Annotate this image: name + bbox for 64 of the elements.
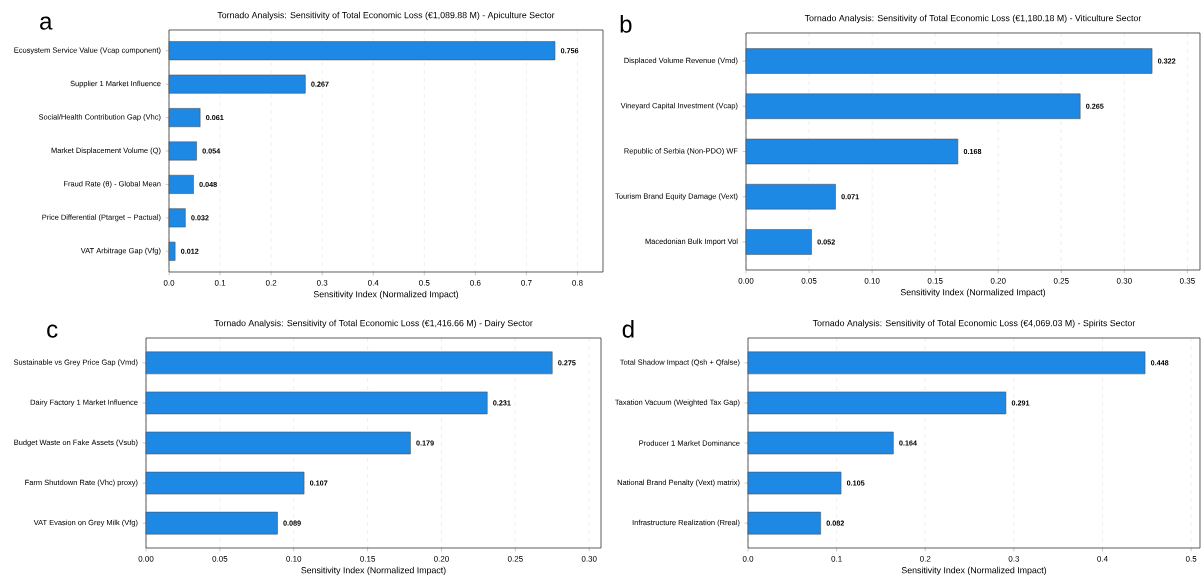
x-tick-label: 0.05 xyxy=(212,556,228,562)
bar xyxy=(747,431,894,455)
x-tick-label: 0.2 xyxy=(265,280,277,286)
x-tick-label: 0.35 xyxy=(1179,278,1195,284)
x-tick-label: 0.5 xyxy=(1185,556,1197,562)
x-tick-label: 0.6 xyxy=(470,280,481,286)
bar xyxy=(168,74,306,94)
x-tick-label: 0.7 xyxy=(521,280,532,286)
bar xyxy=(745,48,1153,74)
chart-title: Tornado Analysis: Sensitivity of Total Economic Loss (€1,180.18 M) - Viticulture Sector xyxy=(804,14,1142,23)
bar xyxy=(168,41,556,61)
chart-title: Tornado Analysis: Sensitivity of Total Economic Loss (€1,089.88 M) - Apiculture Sector xyxy=(217,11,555,20)
bar xyxy=(145,471,305,495)
bar xyxy=(745,138,959,165)
x-tick-label: 0.2 xyxy=(920,556,931,562)
bar xyxy=(145,431,411,455)
x-tick-label: 0.00 xyxy=(138,556,154,562)
x-tick-label: 0.5 xyxy=(419,280,430,286)
x-tick-label: 0.25 xyxy=(507,556,523,562)
x-tick-label: 0.3 xyxy=(316,280,328,286)
bar xyxy=(168,208,186,228)
x-tick-label: 0.30 xyxy=(581,556,597,562)
x-tick-label: 0.4 xyxy=(367,280,379,286)
bar xyxy=(145,351,553,375)
x-tick-label: 0.20 xyxy=(990,278,1006,284)
x-tick-label: 0.05 xyxy=(801,278,817,284)
bar xyxy=(168,241,176,261)
chart-title: Tornado Analysis: Sensitivity of Total Economic Loss (€4,069.03 M) - Spirits Sector xyxy=(812,319,1136,328)
bar xyxy=(747,511,821,535)
x-tick-label: 0.10 xyxy=(286,556,302,562)
x-axis-title: Sensitivity Index (Normalized Impact) xyxy=(301,566,446,576)
x-tick-label: 0.25 xyxy=(1053,278,1069,284)
bar xyxy=(747,351,1146,375)
text: b xyxy=(620,15,632,33)
x-tick-label: 0.30 xyxy=(1116,278,1132,284)
bar xyxy=(168,108,201,128)
text: d xyxy=(622,320,634,338)
text: a xyxy=(40,16,53,30)
bar xyxy=(168,141,197,161)
bar xyxy=(745,229,812,255)
x-tick-label: 0.15 xyxy=(927,278,943,284)
bar xyxy=(168,174,194,194)
text: c xyxy=(47,324,58,338)
x-tick-label: 0.1 xyxy=(831,556,842,562)
x-tick-label: 0.3 xyxy=(1008,556,1020,562)
x-tick-label: 0.15 xyxy=(360,556,376,562)
bar xyxy=(745,184,836,210)
x-tick-label: 0.0 xyxy=(163,280,175,286)
bar xyxy=(145,391,488,415)
bar xyxy=(145,511,278,535)
chart-title: Tornado Analysis: Sensitivity of Total Economic Loss (€1,416.66 M) - Dairy Sector xyxy=(214,319,533,328)
bar xyxy=(747,471,842,495)
bar xyxy=(745,93,1081,119)
bar xyxy=(747,391,1007,415)
x-tick-label: 0.4 xyxy=(1097,556,1108,562)
x-tick-label: 0.10 xyxy=(864,278,880,284)
x-axis-title: Sensitivity Index (Normalized Impact) xyxy=(313,290,459,300)
x-tick-label: 0.8 xyxy=(572,280,583,286)
x-axis-title: Sensitivity Index (Normalized Impact) xyxy=(900,288,1046,298)
x-tick-label: 0.00 xyxy=(738,278,754,284)
x-tick-label: 0.1 xyxy=(214,280,226,286)
x-axis-title: Sensitivity Index (Normalized Impact) xyxy=(901,566,1047,576)
x-tick-label: 0.0 xyxy=(742,556,754,562)
x-tick-label: 0.20 xyxy=(433,556,449,562)
